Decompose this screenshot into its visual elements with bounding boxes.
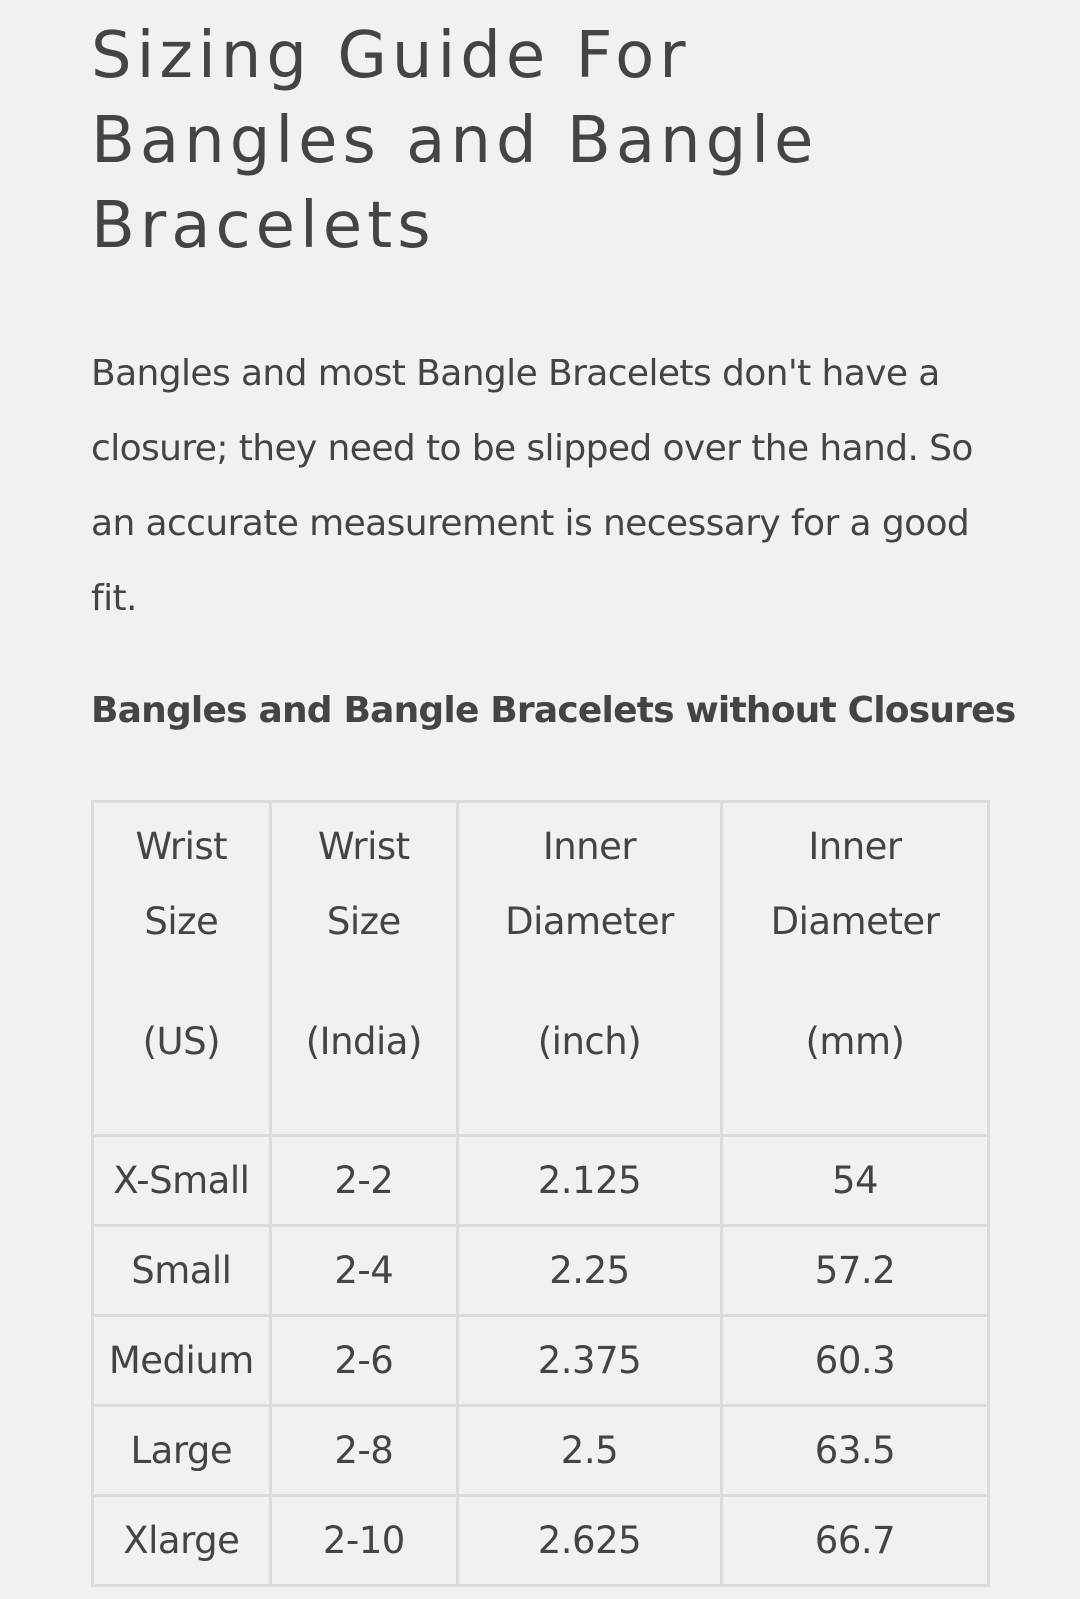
table-cell: 63.5	[719, 1404, 991, 1497]
column-header-line2: Diameter	[770, 900, 940, 943]
column-header: Inner Diameter (mm)	[719, 800, 991, 1137]
table-row: Medium 2-6 2.375 60.3	[91, 1314, 991, 1407]
table-cell: 2.375	[455, 1314, 723, 1407]
size-table: Wrist Size (US) Wrist Size (India) Inner Diamet…	[91, 800, 991, 1587]
table-row: X-Small 2-2 2.125 54	[91, 1134, 991, 1227]
column-header-line1: Wrist	[317, 825, 410, 868]
column-header: Wrist Size (US)	[91, 800, 272, 1137]
table-cell: 2.5	[455, 1404, 723, 1497]
table-cell: 60.3	[719, 1314, 991, 1407]
page-title: Sizing Guide For Bangles and Bangle Brac…	[91, 19, 819, 263]
table-row: Large 2-8 2.5 63.5	[91, 1404, 991, 1497]
table-row: Xlarge 2-10 2.625 66.7	[91, 1494, 991, 1587]
column-header: Inner Diameter (inch)	[455, 800, 723, 1137]
column-header-line2: Size	[326, 900, 401, 943]
table-cell: 2.25	[455, 1224, 723, 1317]
column-header-line1: Inner	[542, 825, 637, 868]
table-cell: 2-4	[268, 1224, 459, 1317]
table-cell: 2.125	[455, 1134, 723, 1227]
column-header-unit: (mm)	[805, 1020, 905, 1063]
table-cell: X-Small	[91, 1134, 272, 1227]
table-cell: Small	[91, 1224, 272, 1317]
column-header-unit: (inch)	[537, 1020, 642, 1063]
column-header-line1: Wrist	[135, 825, 228, 868]
table-cell: Medium	[91, 1314, 272, 1407]
table-cell: 57.2	[719, 1224, 991, 1317]
column-header-unit: (India)	[305, 1020, 423, 1063]
column-header: Wrist Size (India)	[268, 800, 459, 1137]
table-cell: Large	[91, 1404, 272, 1497]
column-header-unit: (US)	[142, 1020, 221, 1063]
table-cell: 54	[719, 1134, 991, 1227]
table-cell: Xlarge	[91, 1494, 272, 1587]
table-cell: 2-2	[268, 1134, 459, 1227]
table-row: Small 2-4 2.25 57.2	[91, 1224, 991, 1317]
table-header-row: Wrist Size (US) Wrist Size (India) Inner Diamet…	[91, 800, 991, 1137]
table-cell: 2-8	[268, 1404, 459, 1497]
table-heading: Bangles and Bangle Bracelets without Clo…	[91, 690, 1016, 731]
intro-paragraph: Bangles and most Bangle Bracelets don't …	[91, 353, 973, 619]
table-cell: 66.7	[719, 1494, 991, 1587]
column-header-line1: Inner	[808, 825, 902, 868]
table-cell: 2.625	[455, 1494, 723, 1587]
table-cell: 2-6	[268, 1314, 459, 1407]
column-header-line2: Diameter	[505, 900, 674, 943]
table-cell: 2-10	[268, 1494, 459, 1587]
column-header-line2: Size	[144, 900, 219, 943]
